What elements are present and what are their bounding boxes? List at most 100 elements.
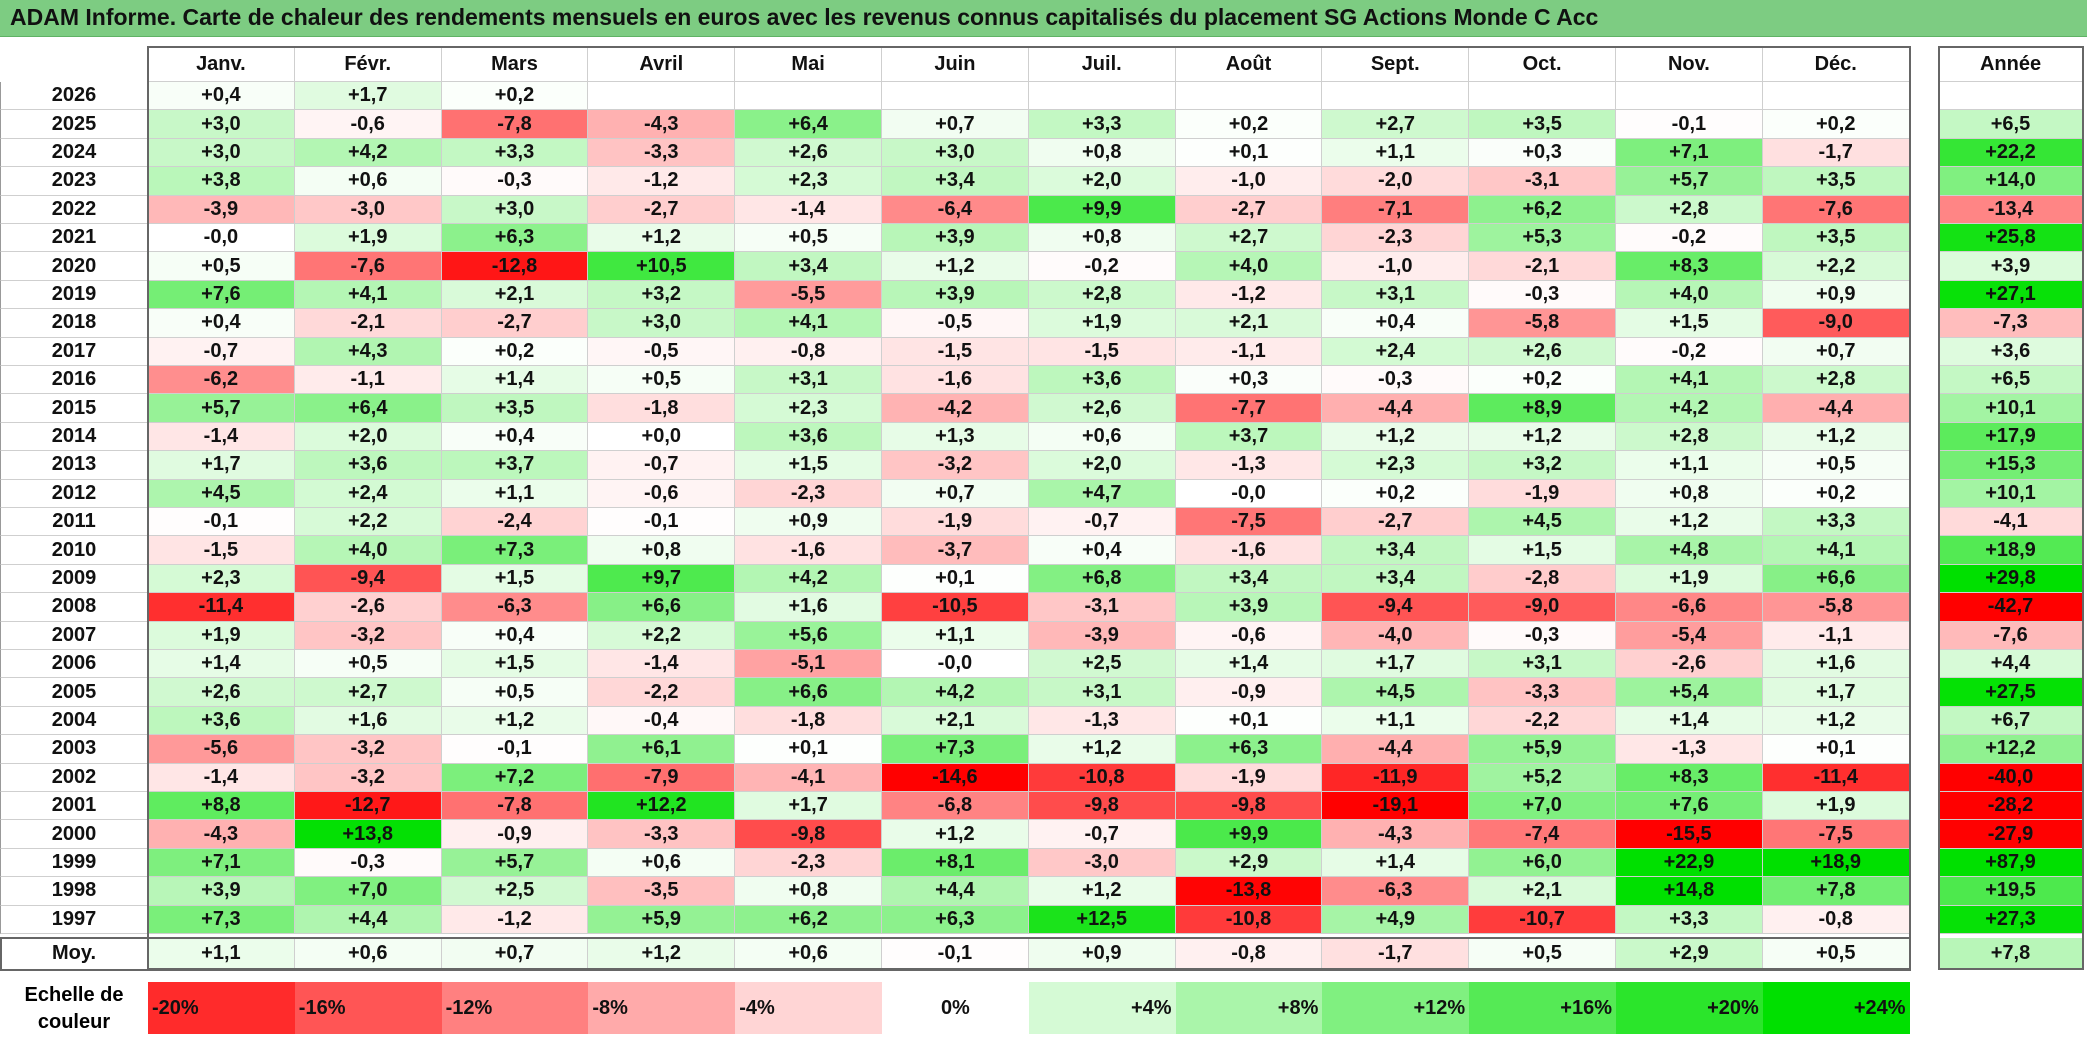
heatmap-cell: +1,2 bbox=[1616, 508, 1763, 537]
heatmap-cell: -7,5 bbox=[1175, 508, 1323, 537]
heatmap-cell bbox=[1469, 82, 1616, 111]
heatmap-cell: +1,4 bbox=[1175, 650, 1323, 679]
heatmap-cell: +3,7 bbox=[441, 451, 589, 480]
heatmap-cell: -0,9 bbox=[1175, 678, 1323, 707]
heatmap-cell: -1,9 bbox=[1175, 763, 1323, 792]
heatmap-cell: +1,7 bbox=[294, 82, 442, 111]
heatmap-cell: +1,9 bbox=[1616, 564, 1763, 594]
annual-cell: +17,9 bbox=[1938, 422, 2084, 452]
average-cell: +0,9 bbox=[1028, 938, 1176, 970]
heatmap-cell: +18,9 bbox=[1762, 848, 1910, 878]
heatmap-cell: +0,8 bbox=[1028, 138, 1176, 168]
average-cell: -0,8 bbox=[1175, 938, 1323, 970]
row-label-year: 2003 bbox=[0, 735, 148, 764]
heatmap-cell: +4,1 bbox=[735, 309, 882, 338]
heatmap-cell: -3,1 bbox=[1028, 593, 1176, 622]
average-cell: -0,1 bbox=[882, 938, 1029, 970]
heatmap-cell: +0,9 bbox=[1762, 280, 1910, 310]
heatmap-cell: +2,9 bbox=[1175, 848, 1323, 878]
heatmap-cell: +1,1 bbox=[882, 621, 1029, 650]
average-cell: +0,7 bbox=[441, 938, 589, 970]
heatmap-cell: +6,4 bbox=[294, 394, 442, 423]
heatmap-cell: -1,4 bbox=[735, 195, 882, 224]
heatmap-cell: +3,1 bbox=[1028, 678, 1176, 707]
heatmap-cell: +7,3 bbox=[882, 735, 1029, 764]
heatmap-cell: +3,9 bbox=[1175, 593, 1323, 622]
heatmap-cell: +2,3 bbox=[735, 167, 882, 196]
heatmap-cell: +1,2 bbox=[441, 706, 589, 736]
heatmap-cell: +1,7 bbox=[735, 792, 882, 821]
heatmap-cell: +4,0 bbox=[1616, 280, 1763, 310]
heatmap-cell: -2,8 bbox=[1469, 564, 1616, 594]
heatmap-cell: +1,5 bbox=[1616, 309, 1763, 338]
heatmap-cell: -1,9 bbox=[1469, 479, 1616, 508]
row-label-year: 2015 bbox=[0, 394, 148, 423]
heatmap-cell: -4,3 bbox=[588, 110, 736, 139]
annual-cell: +3,6 bbox=[1938, 337, 2084, 366]
column-header: Sept. bbox=[1322, 46, 1470, 82]
heatmap-cell: -9,4 bbox=[1322, 593, 1470, 622]
heatmap-cell: -9,8 bbox=[735, 820, 882, 849]
row-label-year: 2026 bbox=[0, 82, 148, 111]
heatmap-cell: +1,9 bbox=[1028, 309, 1176, 338]
heatmap-cell: +3,7 bbox=[1175, 422, 1323, 452]
heatmap-cell: -9,8 bbox=[1175, 792, 1323, 821]
heatmap-cell: -2,7 bbox=[1322, 508, 1470, 537]
annual-cell: +87,9 bbox=[1938, 848, 2084, 878]
heatmap-cell: +2,0 bbox=[294, 422, 442, 452]
heatmap-cell: +3,0 bbox=[148, 138, 295, 168]
average-annual-cell: +7,8 bbox=[1938, 938, 2084, 970]
row-label-year: 1997 bbox=[0, 905, 148, 934]
heatmap-cell: -10,8 bbox=[1028, 763, 1176, 792]
annual-cell: +27,1 bbox=[1938, 280, 2084, 310]
heatmap-cell: +1,2 bbox=[882, 820, 1029, 849]
heatmap-cell: +5,9 bbox=[1469, 735, 1616, 764]
heatmap-cell: +4,1 bbox=[1762, 536, 1910, 565]
heatmap-cell: -1,5 bbox=[882, 337, 1029, 366]
annual-cell: +6,7 bbox=[1938, 706, 2084, 736]
heatmap-cell: +0,1 bbox=[735, 735, 882, 764]
heatmap-cell: -1,5 bbox=[1028, 337, 1176, 366]
annual-cell: -27,9 bbox=[1938, 820, 2084, 849]
color-scale-stop: +12% bbox=[1322, 982, 1470, 1034]
heatmap-cell: -2,3 bbox=[1322, 224, 1470, 253]
annual-cell: +18,9 bbox=[1938, 536, 2084, 565]
column-header: Avril bbox=[588, 46, 736, 82]
annual-cell: +12,2 bbox=[1938, 735, 2084, 764]
heatmap-cell: -3,2 bbox=[882, 451, 1029, 480]
heatmap-cell: -1,2 bbox=[441, 905, 589, 934]
heatmap-cell: +0,4 bbox=[441, 422, 589, 452]
heatmap-cell: +1,7 bbox=[1322, 650, 1470, 679]
color-scale-stop: +20% bbox=[1616, 982, 1763, 1034]
heatmap-cell: -0,2 bbox=[1616, 337, 1763, 366]
column-header: Oct. bbox=[1469, 46, 1616, 82]
column-header: Mars bbox=[441, 46, 589, 82]
heatmap-cell: +0,2 bbox=[441, 82, 589, 111]
heatmap-cell: +0,7 bbox=[1762, 337, 1910, 366]
annual-cell: +29,8 bbox=[1938, 564, 2084, 594]
average-cell: +0,5 bbox=[1469, 938, 1616, 970]
heatmap-cell: -3,0 bbox=[1028, 848, 1176, 878]
heatmap-cell: +1,4 bbox=[148, 650, 295, 679]
heatmap-cell: +2,8 bbox=[1028, 280, 1176, 310]
heatmap-cell: +0,0 bbox=[588, 422, 736, 452]
heatmap-cell: -4,2 bbox=[882, 394, 1029, 423]
heatmap-cell: +4,2 bbox=[882, 678, 1029, 707]
heatmap-cell: +7,2 bbox=[441, 763, 589, 792]
heatmap-cell: +5,6 bbox=[735, 621, 882, 650]
heatmap-cell: +9,9 bbox=[1028, 195, 1176, 224]
heatmap-cell: -0,7 bbox=[1028, 820, 1176, 849]
annual-cell: +27,5 bbox=[1938, 678, 2084, 707]
heatmap-cell: -7,5 bbox=[1762, 820, 1910, 849]
heatmap-cell: -5,5 bbox=[735, 280, 882, 310]
heatmap-cell: +22,9 bbox=[1616, 848, 1763, 878]
heatmap-cell: +0,4 bbox=[441, 621, 589, 650]
row-label-year: 2014 bbox=[0, 422, 148, 452]
heatmap-cell: -2,1 bbox=[294, 309, 442, 338]
color-scale-stop: +24% bbox=[1762, 982, 1910, 1034]
heatmap-cell: +4,2 bbox=[735, 564, 882, 594]
heatmap-cell: -7,8 bbox=[441, 110, 589, 139]
heatmap-cell: -2,3 bbox=[735, 848, 882, 878]
heatmap-cell: +0,9 bbox=[735, 508, 882, 537]
heatmap-cell: -0,1 bbox=[148, 508, 295, 537]
